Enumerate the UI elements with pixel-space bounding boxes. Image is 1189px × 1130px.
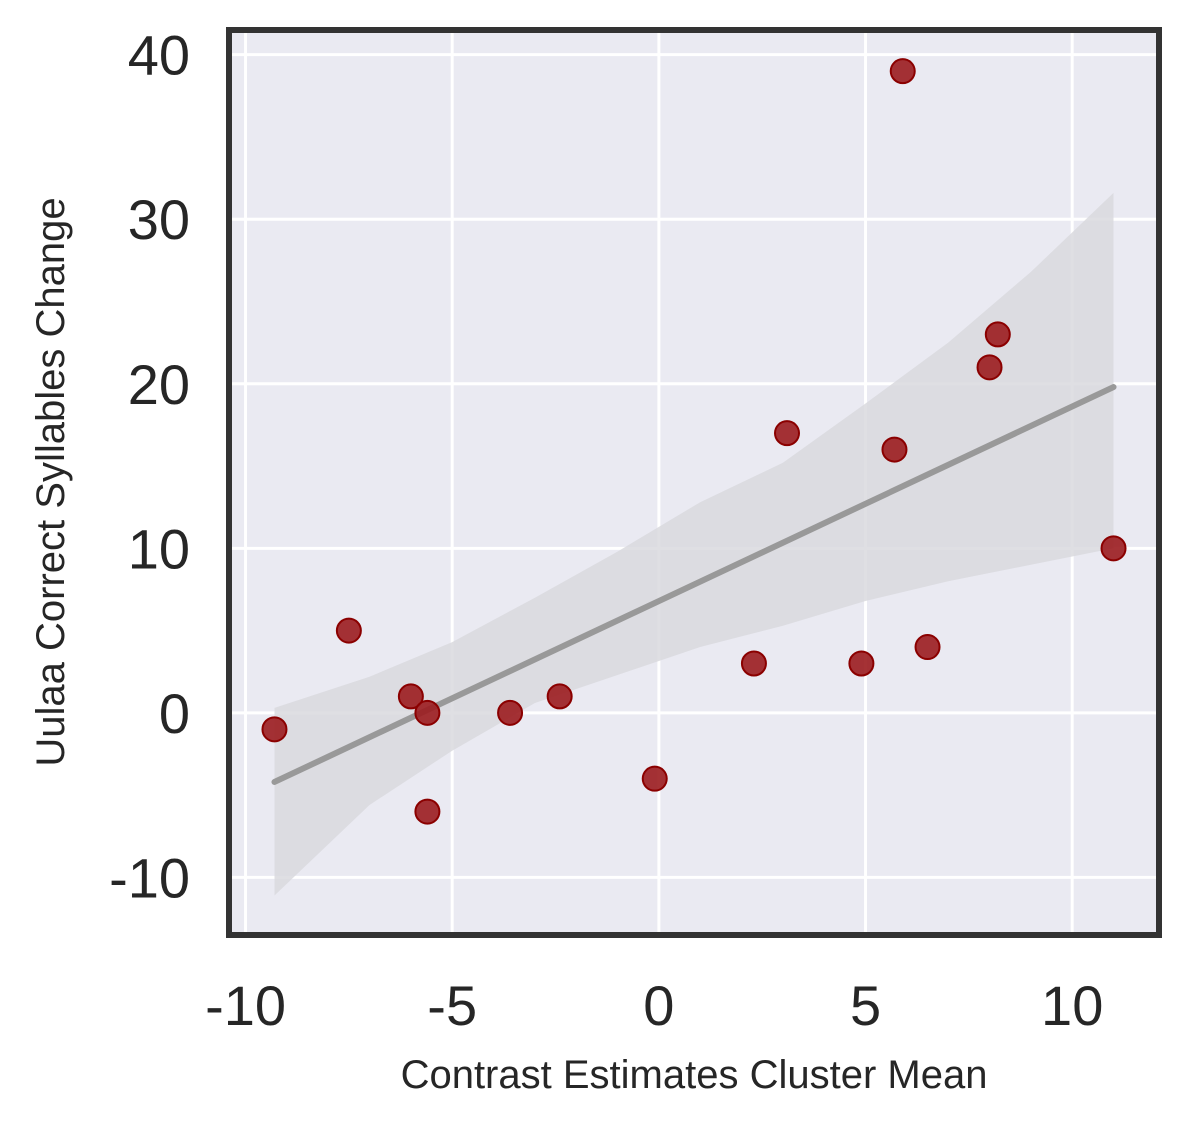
y-tick-label-1: 0 [159, 682, 190, 745]
y-tick-label-2: 10 [128, 517, 190, 580]
data-point-16 [1100, 535, 1127, 562]
y-tick-label-5: 40 [128, 24, 190, 87]
data-point-2 [397, 683, 424, 710]
x-tick-labels: -10 -5 0 5 10 [205, 974, 1103, 1037]
data-point-6 [546, 683, 573, 710]
data-point-11 [881, 436, 908, 463]
data-point-1 [335, 617, 362, 644]
data-point-15 [984, 321, 1011, 348]
data-point-5 [497, 699, 524, 726]
y-tick-label-4: 30 [128, 188, 190, 251]
data-point-14 [976, 354, 1003, 381]
data-point-0 [261, 716, 288, 743]
data-point-7 [641, 765, 668, 792]
x-tick-label-1: -5 [427, 974, 477, 1037]
data-point-3 [414, 699, 441, 726]
data-point-4 [414, 798, 441, 825]
x-axis-label: Contrast Estimates Cluster Mean [401, 1053, 988, 1097]
data-point-8 [740, 650, 767, 677]
y-tick-label-3: 20 [128, 353, 190, 416]
x-tick-label-4: 10 [1041, 974, 1103, 1037]
confidence-band [274, 192, 1114, 896]
grid-lines [229, 30, 1159, 935]
data-point-10 [848, 650, 875, 677]
data-point-9 [774, 420, 800, 447]
y-tick-labels: -10 0 10 20 30 40 [109, 24, 190, 910]
plot-frame [226, 27, 1162, 938]
data-points [261, 58, 1127, 825]
y-axis-label: Uulaa Correct Syllables Change [29, 197, 73, 766]
x-tick-label-3: 5 [850, 974, 881, 1037]
x-tick-label-2: 0 [643, 974, 674, 1037]
regression-line [271, 384, 1117, 785]
y-tick-label-0: -10 [109, 846, 190, 909]
data-point-12 [889, 58, 916, 85]
data-point-13 [914, 634, 941, 661]
x-tick-label-0: -10 [205, 974, 286, 1037]
